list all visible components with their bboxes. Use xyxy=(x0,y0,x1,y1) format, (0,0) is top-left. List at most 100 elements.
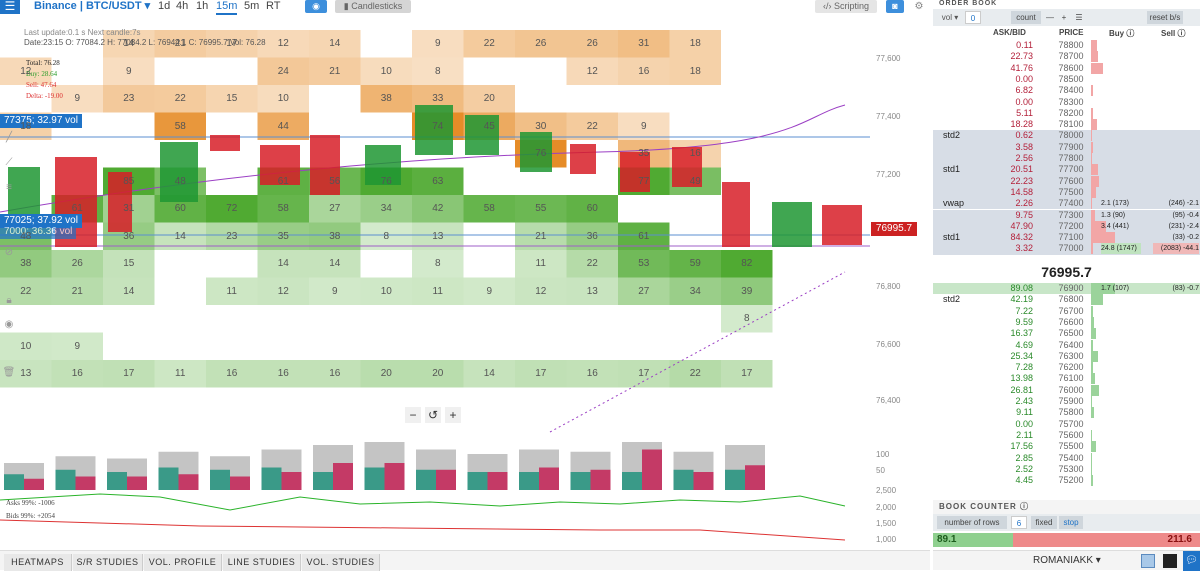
footprint-candle xyxy=(570,144,596,174)
light-theme-icon[interactable] xyxy=(1141,554,1155,568)
tab-line-studies[interactable]: LINE STUDIES xyxy=(223,554,301,571)
heatmap-cell-value: 38 xyxy=(20,258,32,269)
order-book-row: std2 0.62 78000 xyxy=(933,130,1200,142)
dark-theme-icon[interactable] xyxy=(1163,554,1177,568)
order-depth-bar xyxy=(1091,328,1096,340)
order-size: 42.19 xyxy=(1010,294,1033,305)
tab-vol-profile[interactable]: VOL. PROFILE xyxy=(144,554,222,571)
sort-icon[interactable]: ☰ xyxy=(1075,13,1083,22)
buy-volume: 1.3 (90) xyxy=(1101,211,1126,219)
order-size: 5.11 xyxy=(1016,107,1033,118)
heatmap-chart[interactable] xyxy=(0,17,870,437)
volume-buy-bar xyxy=(364,467,385,490)
camera-icon[interactable]: ◙ xyxy=(886,0,904,13)
order-price: 77900 xyxy=(1058,141,1084,152)
timeframe-1d[interactable]: 1d xyxy=(158,0,171,12)
bottom-tabbar: HEATMAPS S/R STUDIES VOL. PROFILE LINE S… xyxy=(0,550,930,571)
tab-heatmaps[interactable]: HEATMAPS xyxy=(4,554,72,571)
footprint-candle xyxy=(8,167,40,217)
tab-vol-studies[interactable]: VOL. STUDIES xyxy=(302,554,380,571)
heatmap-cell-value: 14 xyxy=(123,38,135,49)
heatmap-cell-value: 61 xyxy=(71,203,83,214)
buy-volume: 1.7 (107) xyxy=(1101,285,1130,292)
heatmap-cell-value: 20 xyxy=(483,93,495,104)
timeframe-4h[interactable]: 4h xyxy=(176,0,189,12)
order-size: 25.34 xyxy=(1010,350,1033,361)
heatmap-cell xyxy=(0,250,52,278)
zoom-in-button[interactable]: + xyxy=(445,407,461,423)
plus-icon[interactable]: + xyxy=(1061,13,1067,22)
rows-input[interactable]: 6 xyxy=(1011,516,1027,529)
heatmap-cell-value: 15 xyxy=(123,258,135,269)
trash-icon[interactable]: 🗑︎ xyxy=(2,367,16,378)
heatmap-cell xyxy=(0,360,52,388)
minus-icon[interactable]: — xyxy=(1046,13,1054,22)
heatmap-cell xyxy=(618,277,670,305)
heatmap-cell xyxy=(412,57,464,85)
volume-sell-bar xyxy=(127,476,147,490)
fixed-button[interactable]: fixed xyxy=(1031,516,1057,529)
heatmap-cell xyxy=(309,195,361,223)
reset-bs-button[interactable]: reset b/s xyxy=(1147,11,1183,24)
volume-buy-bar xyxy=(261,467,282,490)
heatmap-cell xyxy=(566,360,618,388)
lock-icon[interactable]: 🔒︎ xyxy=(6,295,12,306)
eye-icon[interactable]: ◉ xyxy=(305,0,327,13)
order-size: 26.81 xyxy=(1010,384,1033,395)
exchange-pair-selector[interactable]: Binance | BTC/USDT ▾ xyxy=(34,0,151,12)
order-price: 75300 xyxy=(1058,463,1084,474)
heatmap-cell-value: 14 xyxy=(329,38,341,49)
mode-select[interactable]: vol ▾ xyxy=(941,13,959,22)
stop-button[interactable]: stop xyxy=(1059,516,1083,529)
count-button[interactable]: count xyxy=(1011,11,1041,24)
timeframe-15m[interactable]: 15m xyxy=(216,0,238,15)
heatmap-cell-value: 34 xyxy=(689,285,701,297)
heatmap-cell xyxy=(51,250,103,278)
volume-sell-bar xyxy=(281,472,302,490)
heatmap-cell-value: 61 xyxy=(277,175,289,187)
order-depth-bar xyxy=(1091,220,1106,232)
band-label: std2 xyxy=(943,130,961,141)
order-book-row: 16.37 76500 xyxy=(933,328,1200,340)
timeframe-1h[interactable]: 1h xyxy=(196,0,209,12)
footprint-candle xyxy=(520,132,552,172)
order-size: 2.52 xyxy=(1015,463,1033,474)
order-depth-bar xyxy=(1091,243,1093,255)
chat-icon[interactable]: 💬︎ xyxy=(1183,551,1200,571)
heatmap-cell xyxy=(51,277,103,305)
zoom-reset-button[interactable]: ↺ xyxy=(425,407,441,423)
heatmap-cell-value: 56 xyxy=(329,175,341,187)
tab-sr-studies[interactable]: S/R STUDIES xyxy=(73,554,143,571)
heatmap-cell-value: 16 xyxy=(689,148,701,159)
scripting-button[interactable]: ‹/› Scripting xyxy=(815,0,877,13)
draw-line-icon[interactable]: ╱ xyxy=(5,132,13,143)
heatmap-cell-value: 9 xyxy=(74,340,81,352)
hamburger-icon[interactable]: ☰ xyxy=(0,0,20,14)
mode-value-input[interactable]: 0 xyxy=(965,11,981,24)
order-book-row: 18.28 78100 xyxy=(933,119,1200,131)
order-price: 77700 xyxy=(1058,164,1084,175)
draw-ray-icon[interactable]: ⟋ xyxy=(5,157,13,168)
order-book-row: 26.81 76000 xyxy=(933,384,1200,396)
order-size: 3.32 xyxy=(1015,243,1033,254)
order-depth-bar xyxy=(1091,141,1093,153)
volume-buy-bar xyxy=(55,469,76,490)
zoom-out-button[interactable]: − xyxy=(405,407,421,423)
footprint-candle xyxy=(310,135,340,195)
heatmap-cell xyxy=(257,85,309,113)
heatmap-cell-value: 23 xyxy=(226,230,238,242)
gear-icon[interactable]: ⚙ xyxy=(914,1,924,12)
order-depth-bar xyxy=(1091,373,1096,385)
order-depth-bar xyxy=(1091,396,1093,407)
username-select[interactable]: ROMANIAKK ▾ xyxy=(1033,555,1101,566)
visibility-icon[interactable]: ◉ xyxy=(4,319,14,330)
order-depth-bar xyxy=(1091,51,1099,63)
timeframe-rt[interactable]: RT xyxy=(266,0,281,12)
candlesticks-button[interactable]: ▮ Candlesticks xyxy=(335,0,411,13)
timeframe-5m[interactable]: 5m xyxy=(244,0,260,12)
ruler-icon[interactable]: ⊘ xyxy=(4,247,14,258)
sell-volume: (95) -0.4 xyxy=(1172,211,1199,219)
lines-tool-icon[interactable]: ≡ xyxy=(6,182,12,193)
heatmap-cell-value: 11 xyxy=(535,258,546,269)
col-buy: Buy ⓘ xyxy=(1109,29,1135,38)
